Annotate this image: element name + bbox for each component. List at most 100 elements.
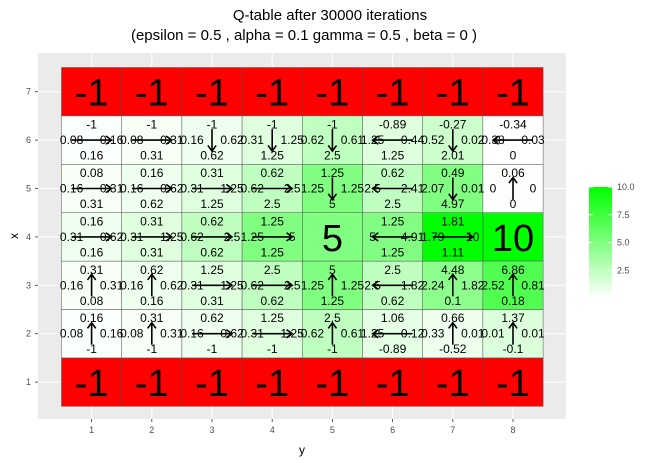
q-value-left: 0.08 <box>60 327 84 341</box>
q-value-down: 2.5 <box>384 197 401 211</box>
q-value-down: 0.18 <box>501 294 525 308</box>
q-value-up: 0.31 <box>140 311 164 325</box>
policy-arrow-head <box>508 321 518 329</box>
policy-arrow-head <box>165 232 174 242</box>
terminal-value: -1 <box>496 363 530 405</box>
q-value-up: 5 <box>329 263 336 277</box>
q-value-down: 0.16 <box>80 245 104 259</box>
q-value-right: 0.12 <box>401 327 425 341</box>
q-value-up: 1.06 <box>381 311 405 325</box>
color-legend: 2.5 5.0 7.5 10.0 <box>589 182 635 298</box>
policy-arrow-head <box>165 183 174 194</box>
policy-arrow-head <box>207 144 217 153</box>
y-tick-label: 4 <box>26 232 31 242</box>
policy-arrow-head <box>371 280 379 291</box>
terminal-value: 10 <box>492 218 534 260</box>
q-value-up: 1.25 <box>381 214 405 228</box>
q-value-left: 2.24 <box>421 278 445 292</box>
q-value-up: 0.31 <box>200 166 224 180</box>
q-value-down: -1 <box>207 342 218 356</box>
q-value-up: 0.31 <box>80 263 104 277</box>
policy-arrow-head <box>448 321 458 329</box>
legend-tick-label: 5.0 <box>617 238 630 248</box>
q-value-up: 0.16 <box>80 311 104 325</box>
q-value-up: -1 <box>207 118 218 132</box>
policy-arrow-head <box>105 232 113 242</box>
q-value-down: -1 <box>146 342 157 356</box>
q-value-right: 2.41 <box>401 182 425 196</box>
heatmap-cell <box>302 212 363 262</box>
q-value-up: 0.62 <box>261 166 285 180</box>
q-value-up: 1.37 <box>501 311 525 325</box>
y-tick-label: 3 <box>26 280 31 290</box>
terminal-value: -1 <box>255 73 289 115</box>
q-value-up: 1.25 <box>261 214 285 228</box>
terminal-value: -1 <box>75 363 109 405</box>
q-value-down: 0.62 <box>200 149 224 163</box>
terminal-value: -1 <box>316 73 350 115</box>
q-value-up: -1 <box>86 118 97 132</box>
q-value-down: 0.31 <box>80 197 104 211</box>
q-value-right: 0.01 <box>461 182 485 196</box>
y-tick-label: 7 <box>26 87 31 97</box>
legend-tick-label: 2.5 <box>617 265 630 275</box>
q-value-right: 0.01 <box>521 327 545 341</box>
heatmap-cell <box>422 357 484 407</box>
y-tick-label: 2 <box>26 329 31 339</box>
q-value-right: 0.81 <box>521 278 545 292</box>
policy-arrow-head <box>286 328 294 339</box>
q-value-down: 4.97 <box>441 197 465 211</box>
q-value-down: 1.25 <box>381 245 405 259</box>
q-value-up: 0.31 <box>140 214 164 228</box>
x-tick-label: 3 <box>209 425 214 435</box>
q-value-down: 2.5 <box>264 197 281 211</box>
q-value-down: 1.25 <box>200 197 224 211</box>
q-value-down: -0.52 <box>439 342 467 356</box>
y-tick-label: 1 <box>26 377 31 387</box>
q-value-up: 0.62 <box>200 214 224 228</box>
q-value-right: 1.25 <box>281 133 305 147</box>
y-tick-label: 5 <box>26 184 31 194</box>
x-tick-label: 4 <box>270 425 275 435</box>
q-value-right: 1.25 <box>341 182 365 196</box>
y-axis-label: x <box>7 233 21 239</box>
q-value-down: 0.62 <box>140 197 164 211</box>
q-value-left: 0.52 <box>421 133 445 147</box>
q-value-down: 5 <box>329 197 336 211</box>
q-value-left: 0.16 <box>120 278 144 292</box>
q-value-down: -0.89 <box>379 342 407 356</box>
q-value-down: 0 <box>510 149 517 163</box>
heatmap-cell <box>241 357 303 407</box>
policy-arrow-head <box>371 232 379 242</box>
q-value-right: 0.62 <box>160 278 184 292</box>
policy-arrow-head <box>286 280 294 291</box>
heatmap-cell <box>362 67 423 117</box>
policy-arrow-head <box>508 176 518 184</box>
q-value-left: 0.31 <box>241 133 265 147</box>
q-value-right: 0.44 <box>401 133 425 147</box>
q-value-down: -1 <box>327 342 338 356</box>
q-value-up: -0.89 <box>379 118 407 132</box>
terminal-value: -1 <box>436 73 470 115</box>
legend-tick-label: 10.0 <box>617 182 635 192</box>
terminal-value: -1 <box>135 363 169 405</box>
policy-arrow-head <box>267 144 277 153</box>
policy-arrow-head <box>327 144 338 153</box>
q-value-down: 1.25 <box>321 294 345 308</box>
policy-arrow-head <box>147 272 157 281</box>
policy-arrow-head <box>105 135 113 145</box>
q-value-down: 0.31 <box>140 245 164 259</box>
heatmap-cell <box>362 357 423 407</box>
q-value-down: -1 <box>86 342 97 356</box>
heatmap-cell <box>241 67 303 117</box>
policy-arrow-head <box>225 280 234 291</box>
q-value-up: 2.5 <box>264 263 281 277</box>
policy-arrow-head <box>508 272 518 281</box>
terminal-value: -1 <box>376 73 410 115</box>
x-axis-label: y <box>299 443 305 457</box>
q-value-right: 0.31 <box>100 278 124 292</box>
q-value-up: 1.25 <box>321 166 345 180</box>
q-value-down: 0 <box>510 197 517 211</box>
q-value-up: 0.62 <box>140 263 164 277</box>
